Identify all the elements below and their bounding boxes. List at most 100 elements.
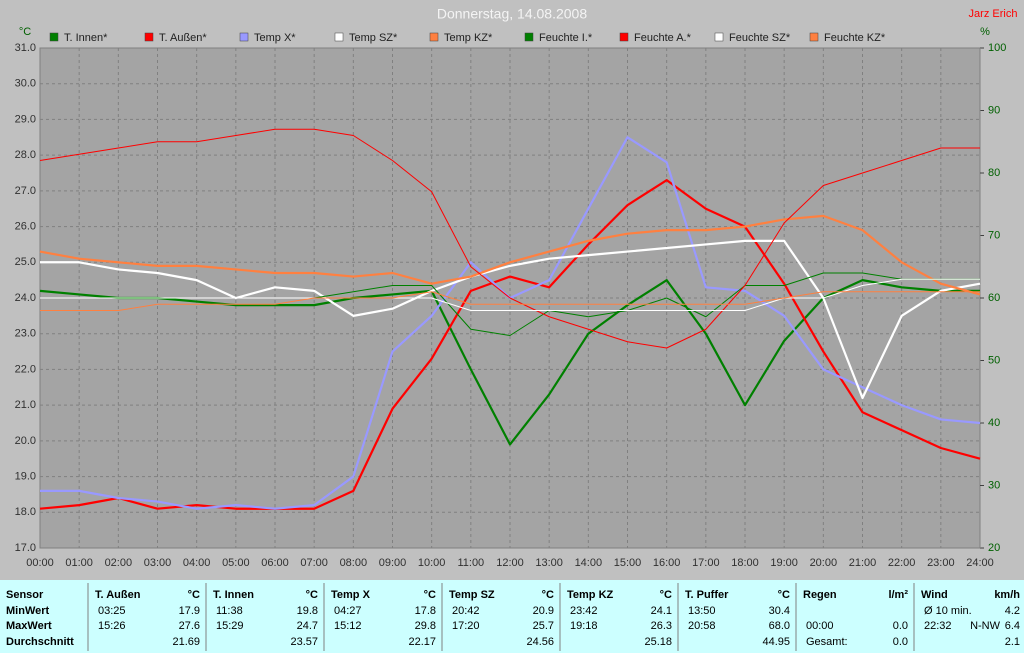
y2-tick-label: 50 xyxy=(988,354,1000,366)
table-cell: 2.1 xyxy=(1005,636,1020,648)
y-tick-label: 17.0 xyxy=(15,542,36,554)
legend-label: Feuchte A.* xyxy=(634,32,692,44)
group-unit: °C xyxy=(778,589,790,601)
y2-tick-label: 20 xyxy=(988,542,1000,554)
x-tick-label: 12:00 xyxy=(496,557,524,569)
x-tick-label: 10:00 xyxy=(418,557,446,569)
table-cell: 6.4 xyxy=(1005,620,1020,632)
legend-label: Feuchte KZ* xyxy=(824,32,886,44)
group-unit: °C xyxy=(306,589,318,601)
y-tick-label: 23.0 xyxy=(15,328,36,340)
table-cell: Gesamt: xyxy=(806,636,848,648)
table-cell: 68.0 xyxy=(769,620,790,632)
y2-tick-label: 80 xyxy=(988,167,1000,179)
x-tick-label: 11:00 xyxy=(457,557,484,569)
y-tick-label: 31.0 xyxy=(15,42,36,54)
table-cell: 24.7 xyxy=(297,620,318,632)
table-cell: 24.1 xyxy=(651,605,672,617)
table-cell: 20:58 xyxy=(688,620,716,632)
y-tick-label: 29.0 xyxy=(15,113,36,125)
legend-marker xyxy=(809,32,819,42)
table-cell: 29.8 xyxy=(415,620,436,632)
table-cell: 26.3 xyxy=(651,620,672,632)
y-tick-label: 21.0 xyxy=(15,399,36,411)
group-unit: l/m² xyxy=(888,589,908,601)
x-tick-label: 06:00 xyxy=(261,557,289,569)
x-tick-label: 24:00 xyxy=(966,557,994,569)
y-axis-label: °C xyxy=(19,26,31,38)
x-tick-label: 23:00 xyxy=(927,557,955,569)
legend-marker xyxy=(144,32,154,42)
y-tick-label: 24.0 xyxy=(15,292,36,304)
y-tick-label: 27.0 xyxy=(15,185,36,197)
legend-marker xyxy=(524,32,534,42)
table-cell: 0.0 xyxy=(893,620,908,632)
series-line xyxy=(39,179,981,510)
y-tick-label: 30.0 xyxy=(15,78,36,90)
x-tick-label: 19:00 xyxy=(770,557,798,569)
legend-label: Feuchte I.* xyxy=(539,32,593,44)
y2-tick-label: 30 xyxy=(988,479,1000,491)
group-name: Temp X xyxy=(331,589,371,601)
group-unit: °C xyxy=(542,589,554,601)
table-cell: 27.6 xyxy=(179,620,200,632)
x-tick-label: 07:00 xyxy=(300,557,328,569)
y-tick-label: 28.0 xyxy=(15,149,36,161)
legend-label: Feuchte SZ* xyxy=(729,32,791,44)
legend-marker xyxy=(334,32,344,42)
x-tick-label: 01:00 xyxy=(65,557,93,569)
table-cell: 22:32 xyxy=(924,620,952,632)
author: Jarz Erich xyxy=(969,8,1018,20)
table-cell: 04:27 xyxy=(334,605,362,617)
y-tick-label: 20.0 xyxy=(15,435,36,447)
table-cell: 00:00 xyxy=(806,620,834,632)
group-name: Regen xyxy=(803,589,837,601)
x-tick-label: 02:00 xyxy=(105,557,133,569)
x-tick-label: 21:00 xyxy=(849,557,877,569)
legend-label: Temp X* xyxy=(254,32,296,44)
table-cell: 15:12 xyxy=(334,620,362,632)
table-cell: 20:42 xyxy=(452,605,480,617)
group-name: Temp SZ xyxy=(449,589,495,601)
series-line xyxy=(39,214,981,296)
table-cell: 17.8 xyxy=(415,605,436,617)
group-name: Wind xyxy=(921,589,948,601)
table-cell: 03:25 xyxy=(98,605,126,617)
group-unit: km/h xyxy=(994,589,1020,601)
table-cell: 13:50 xyxy=(688,605,716,617)
table-cell: 15:29 xyxy=(216,620,244,632)
y2-tick-label: 70 xyxy=(988,229,1000,241)
legend-marker xyxy=(239,32,249,42)
series-line xyxy=(40,278,980,311)
row-label: Durchschnitt xyxy=(6,636,74,648)
y2-tick-label: 40 xyxy=(988,417,1000,429)
legend-label: T. Innen* xyxy=(64,32,108,44)
x-tick-label: 17:00 xyxy=(692,557,720,569)
x-tick-label: 00:00 xyxy=(26,557,54,569)
table-cell: 44.95 xyxy=(762,636,790,648)
table-cell: 24.56 xyxy=(526,636,554,648)
table-cell: N-NW xyxy=(970,620,1001,632)
table-cell: Ø 10 min. xyxy=(924,605,972,617)
table-cell: 23:42 xyxy=(570,605,598,617)
x-tick-label: 16:00 xyxy=(653,557,681,569)
table-background xyxy=(0,580,1024,653)
table-cell: 4.2 xyxy=(1005,605,1020,617)
table-cell: 25.7 xyxy=(533,620,554,632)
series-line xyxy=(40,291,980,311)
x-tick-label: 22:00 xyxy=(888,557,916,569)
y-tick-label: 25.0 xyxy=(15,256,36,268)
y2-tick-label: 100 xyxy=(988,42,1006,54)
legend-label: Temp SZ* xyxy=(349,32,398,44)
x-tick-label: 15:00 xyxy=(614,557,642,569)
series-line xyxy=(39,128,980,349)
x-tick-label: 09:00 xyxy=(379,557,407,569)
x-tick-label: 13:00 xyxy=(535,557,563,569)
legend-marker xyxy=(619,32,629,42)
table-cell: 15:26 xyxy=(98,620,126,632)
group-name: Temp KZ xyxy=(567,589,614,601)
y2-tick-label: 90 xyxy=(988,104,1000,116)
group-unit: °C xyxy=(660,589,672,601)
table-corner: Sensor xyxy=(6,589,44,601)
x-tick-label: 04:00 xyxy=(183,557,211,569)
